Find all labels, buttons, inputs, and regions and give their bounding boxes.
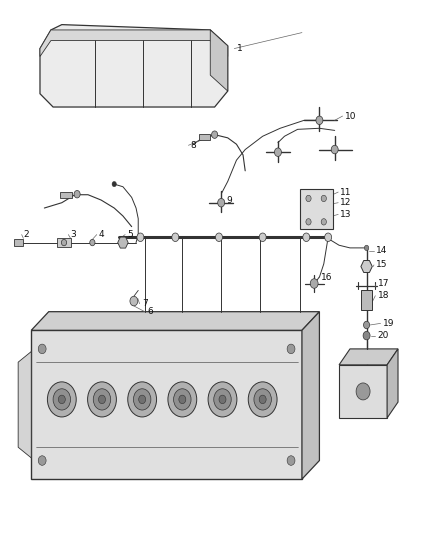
- Circle shape: [214, 389, 231, 410]
- Circle shape: [364, 321, 370, 329]
- Text: 8: 8: [191, 141, 196, 150]
- Circle shape: [90, 239, 95, 246]
- Circle shape: [254, 389, 272, 410]
- Text: 4: 4: [99, 230, 105, 239]
- Text: 9: 9: [226, 196, 232, 205]
- Circle shape: [219, 395, 226, 403]
- Circle shape: [128, 382, 156, 417]
- Circle shape: [316, 116, 323, 125]
- Circle shape: [139, 395, 146, 403]
- Polygon shape: [361, 261, 372, 272]
- Text: 14: 14: [376, 246, 388, 255]
- Circle shape: [130, 296, 138, 306]
- Polygon shape: [339, 365, 387, 418]
- Text: 2: 2: [24, 230, 29, 239]
- Circle shape: [38, 456, 46, 465]
- Circle shape: [168, 382, 197, 417]
- Text: 19: 19: [383, 319, 394, 328]
- Text: 13: 13: [340, 210, 352, 219]
- Circle shape: [172, 233, 179, 241]
- Text: 1: 1: [237, 44, 242, 53]
- Circle shape: [173, 389, 191, 410]
- Text: 18: 18: [378, 291, 389, 300]
- Circle shape: [275, 148, 282, 157]
- Polygon shape: [210, 30, 228, 91]
- Polygon shape: [18, 352, 31, 458]
- Text: 6: 6: [147, 307, 153, 316]
- Circle shape: [47, 382, 76, 417]
- Text: 12: 12: [340, 198, 352, 207]
- Circle shape: [134, 389, 151, 410]
- Polygon shape: [387, 349, 398, 418]
- Polygon shape: [300, 189, 332, 229]
- Circle shape: [331, 146, 338, 154]
- Polygon shape: [31, 312, 319, 330]
- Text: 17: 17: [378, 279, 389, 288]
- Circle shape: [137, 233, 144, 241]
- Circle shape: [287, 456, 295, 465]
- Bar: [14, 239, 23, 246]
- Bar: [57, 238, 71, 247]
- Circle shape: [58, 395, 65, 403]
- Circle shape: [38, 344, 46, 354]
- Bar: [361, 290, 372, 310]
- Circle shape: [215, 233, 223, 241]
- Text: 10: 10: [345, 111, 356, 120]
- Text: 20: 20: [378, 331, 389, 340]
- Circle shape: [93, 389, 111, 410]
- Circle shape: [287, 344, 295, 354]
- Circle shape: [218, 198, 225, 207]
- Circle shape: [310, 279, 318, 288]
- Circle shape: [356, 383, 370, 400]
- Text: 11: 11: [340, 188, 352, 197]
- Circle shape: [212, 131, 218, 139]
- Polygon shape: [302, 312, 319, 479]
- Text: 5: 5: [127, 230, 133, 239]
- Polygon shape: [339, 349, 398, 365]
- Bar: [199, 134, 210, 140]
- Bar: [60, 191, 72, 198]
- Circle shape: [321, 195, 326, 201]
- Circle shape: [303, 233, 310, 241]
- Circle shape: [74, 190, 80, 198]
- Circle shape: [248, 382, 277, 417]
- Polygon shape: [118, 237, 128, 248]
- Circle shape: [306, 219, 311, 225]
- Polygon shape: [40, 25, 228, 107]
- Circle shape: [53, 389, 71, 410]
- Circle shape: [364, 245, 369, 251]
- Circle shape: [259, 395, 266, 403]
- Circle shape: [61, 239, 67, 246]
- Circle shape: [112, 181, 117, 187]
- Circle shape: [325, 233, 332, 241]
- Circle shape: [179, 395, 186, 403]
- Text: 3: 3: [71, 230, 76, 239]
- Circle shape: [208, 382, 237, 417]
- Text: 15: 15: [376, 261, 388, 269]
- Circle shape: [363, 332, 370, 340]
- Text: 7: 7: [142, 299, 148, 308]
- Polygon shape: [40, 30, 228, 56]
- Circle shape: [321, 219, 326, 225]
- Circle shape: [259, 233, 266, 241]
- Circle shape: [306, 195, 311, 201]
- Circle shape: [99, 395, 106, 403]
- Polygon shape: [31, 330, 302, 479]
- Text: 16: 16: [321, 273, 332, 281]
- Circle shape: [88, 382, 117, 417]
